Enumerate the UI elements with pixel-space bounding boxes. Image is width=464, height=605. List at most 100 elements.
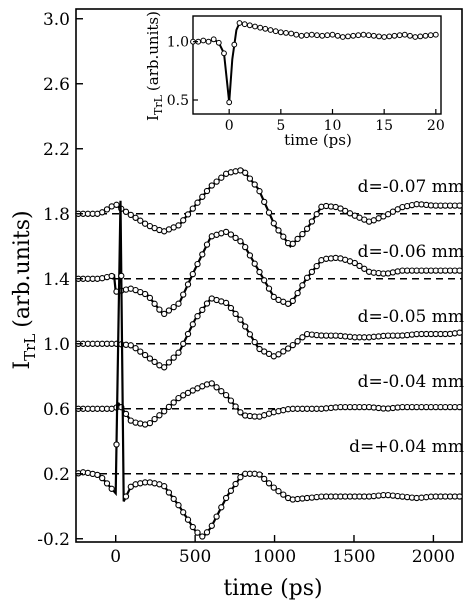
data-point bbox=[218, 388, 225, 395]
inset-data-point bbox=[257, 24, 264, 31]
data-point bbox=[256, 268, 263, 276]
inset-y-tick-label: 1.0 bbox=[167, 35, 189, 51]
data-point bbox=[251, 260, 258, 267]
data-point bbox=[237, 474, 244, 481]
data-point bbox=[180, 291, 187, 298]
data-point bbox=[113, 441, 120, 448]
data-point bbox=[99, 474, 106, 482]
data-point bbox=[289, 341, 296, 349]
inset-data-point bbox=[241, 21, 248, 28]
data-point bbox=[289, 297, 296, 305]
data-point bbox=[180, 392, 187, 399]
inset-x-axis: 0 5 10 15 20 bbox=[225, 109, 445, 134]
data-point bbox=[303, 225, 311, 232]
inset-data-point bbox=[205, 38, 212, 45]
data-point bbox=[199, 193, 206, 200]
inset-data-point bbox=[288, 30, 295, 37]
x-tick-label: 1000 bbox=[253, 547, 296, 567]
inset-data-point bbox=[262, 25, 269, 32]
inset-y-axis-label-units: (arb.units) bbox=[144, 11, 162, 91]
data-point bbox=[456, 202, 463, 209]
data-point bbox=[456, 267, 463, 274]
data-point bbox=[342, 207, 349, 215]
data-point bbox=[141, 290, 149, 298]
data-point bbox=[289, 240, 296, 247]
inset-data-point bbox=[231, 41, 238, 48]
data-point bbox=[156, 412, 163, 419]
inset-x-axis-label: time (ps) bbox=[284, 131, 352, 149]
data-point bbox=[199, 306, 206, 314]
data-point bbox=[256, 471, 263, 478]
inset-x-tick-label: 20 bbox=[427, 118, 445, 134]
x-tick-label: 1500 bbox=[332, 547, 375, 567]
data-point bbox=[151, 358, 158, 366]
data-point bbox=[337, 205, 344, 212]
inset-data-point bbox=[407, 32, 413, 39]
data-point bbox=[208, 380, 215, 387]
data-point bbox=[308, 268, 316, 276]
series-group bbox=[75, 167, 463, 540]
y-tick-label: 0.2 bbox=[43, 465, 70, 485]
data-point bbox=[103, 480, 111, 487]
data-point bbox=[227, 487, 235, 494]
inset-data-point bbox=[303, 32, 310, 39]
y-tick-label: 1.4 bbox=[43, 270, 70, 290]
data-point bbox=[232, 403, 239, 410]
data-point bbox=[165, 359, 173, 366]
data-point bbox=[237, 316, 244, 323]
inset-data-point bbox=[267, 27, 274, 33]
data-point bbox=[246, 252, 254, 259]
data-point bbox=[384, 211, 392, 218]
data-point bbox=[232, 310, 239, 318]
inset-data-point bbox=[422, 32, 429, 39]
inset-y-axis-label-main: I bbox=[144, 115, 162, 121]
data-point bbox=[294, 289, 301, 297]
data-point bbox=[151, 300, 158, 307]
y-tick-label: 0.6 bbox=[43, 400, 70, 420]
data-point bbox=[218, 174, 225, 181]
inset-data-point bbox=[427, 32, 434, 39]
data-point bbox=[146, 355, 154, 362]
data-point bbox=[303, 274, 311, 281]
inset-y-tick-label: 0.5 bbox=[167, 93, 189, 109]
data-point bbox=[265, 285, 273, 292]
data-point bbox=[275, 351, 282, 358]
data-point bbox=[165, 307, 173, 314]
inset-data-point bbox=[401, 31, 408, 38]
data-point bbox=[180, 217, 187, 224]
data-point bbox=[189, 270, 196, 278]
data-point bbox=[194, 260, 201, 268]
data-point bbox=[194, 529, 201, 536]
curve-label: d=-0.04 mm bbox=[358, 372, 464, 392]
series-markers bbox=[75, 228, 463, 318]
data-point bbox=[103, 206, 111, 213]
data-point bbox=[137, 217, 144, 224]
data-point bbox=[280, 233, 287, 240]
data-point bbox=[132, 214, 139, 221]
inset-series-group bbox=[190, 20, 439, 106]
inset-data-point bbox=[272, 28, 279, 35]
inset-x-tick-label: 5 bbox=[276, 118, 285, 134]
inset-y-axis-label: ITrL (arb.units) bbox=[144, 11, 165, 121]
data-point bbox=[175, 349, 182, 356]
inset-x-tick-label: 0 bbox=[225, 118, 234, 134]
data-point bbox=[389, 208, 397, 215]
data-point bbox=[299, 230, 306, 238]
svg-text:ITrL(arb.units): ITrL (arb.units) bbox=[144, 11, 165, 121]
main-plot-frame bbox=[75, 8, 463, 543]
data-point bbox=[261, 198, 268, 206]
data-point bbox=[199, 251, 206, 258]
data-point bbox=[180, 340, 187, 347]
data-point bbox=[256, 188, 263, 195]
x-tick-label: 0 bbox=[110, 547, 121, 567]
data-point bbox=[242, 323, 249, 330]
data-point bbox=[313, 262, 320, 270]
data-point bbox=[222, 494, 230, 502]
data-point bbox=[184, 211, 192, 218]
y-tick-label: 2.2 bbox=[43, 140, 70, 160]
data-point bbox=[175, 300, 182, 307]
data-point bbox=[184, 330, 192, 338]
x-axis-label: time (ps) bbox=[223, 576, 322, 601]
x-tick-label: 2000 bbox=[412, 547, 455, 567]
